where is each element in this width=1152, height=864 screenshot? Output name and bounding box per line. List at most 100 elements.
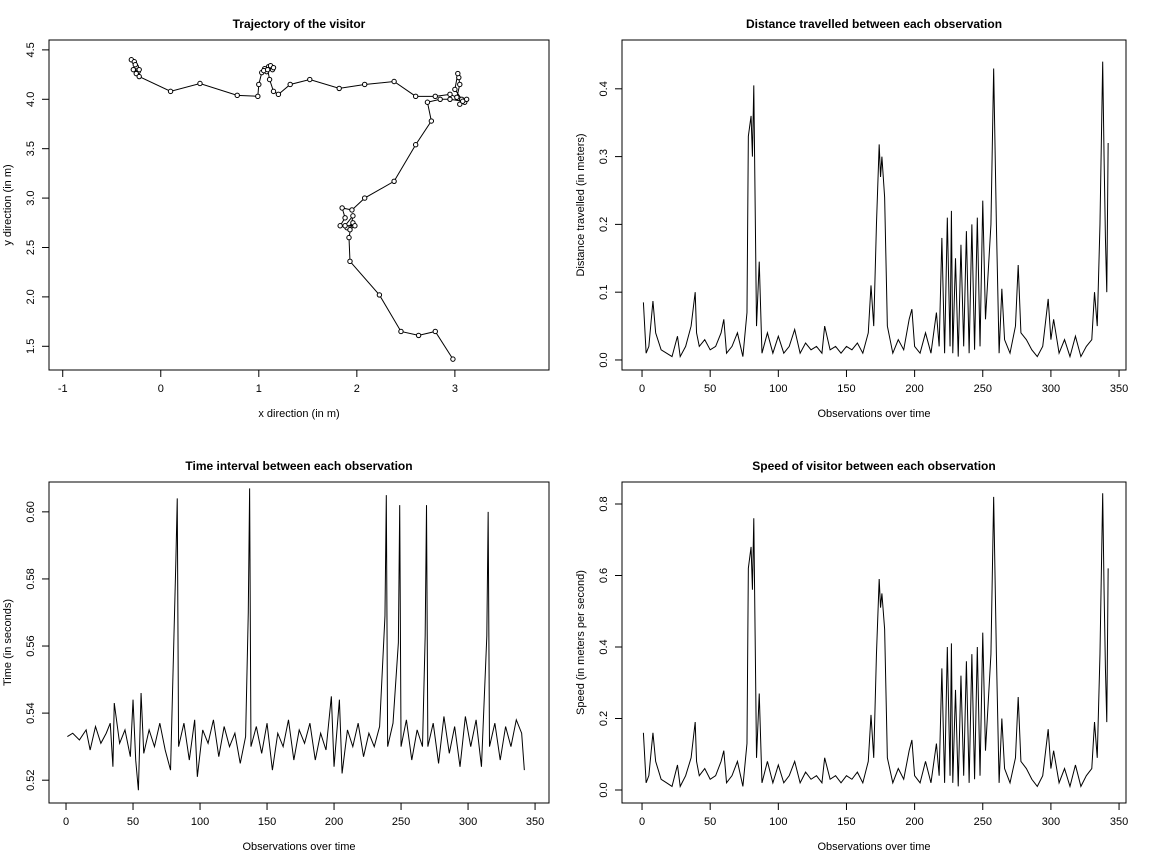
data-point [275,91,282,98]
data-point [264,66,271,73]
data-point [347,258,353,265]
y-tick-label: 0.54 [25,702,37,723]
data-point [337,223,343,229]
x-tick-label: 150 [837,383,855,395]
data-point [432,328,438,335]
data-point [454,94,460,101]
x-tick-label: 200 [325,816,343,828]
data-point [349,207,355,213]
x-tick-label: 300 [1042,816,1060,828]
chart-title: Trajectory of the visitor [233,17,366,31]
x-axis-label: Observations over time [817,841,930,853]
data-point [307,76,313,83]
y-tick-label: 0.3 [598,149,610,164]
data-point [255,93,261,100]
x-tick-label: 350 [1110,383,1128,395]
x-tick-label: 350 [1110,816,1128,828]
data-line [67,488,525,791]
data-point [350,213,356,219]
y-tick-label: 0.60 [25,501,37,522]
x-tick-label: 50 [704,383,716,395]
data-point [197,80,203,87]
data-point [455,70,461,77]
x-tick-label: 200 [905,816,923,828]
y-tick-label: 4.0 [25,92,37,107]
data-point [270,64,277,71]
y-axis-label: y direction (in m) [2,164,14,245]
data-point [361,195,368,201]
data-point [391,78,397,85]
data-point [447,96,453,102]
y-tick-label: 2.0 [25,289,37,304]
y-tick-label: 4.5 [25,42,37,57]
data-point [266,76,273,83]
y-tick-label: 2.5 [25,240,37,255]
data-point [352,223,358,229]
x-tick-label: 0 [63,816,69,828]
data-point [270,88,277,95]
data-point [452,86,458,93]
data-point [347,227,353,233]
data-point [234,92,240,99]
data-point [412,93,419,100]
x-tick-label: 1 [256,383,262,395]
y-axis-label: Distance travelled (in meters) [575,133,587,276]
data-point [398,328,404,335]
y-tick-label: 0.2 [598,711,610,726]
data-point [424,99,431,105]
y-tick-label: 3.5 [25,141,37,156]
data-point [339,205,345,211]
chart-title: Speed of visitor between each observatio… [752,459,995,473]
x-tick-label: 100 [191,816,209,828]
x-tick-label: 0 [158,383,164,395]
data-point [447,91,453,98]
y-tick-label: 3.0 [25,190,37,205]
data-point [460,98,466,104]
y-axis-label: Speed (in meters per second) [575,570,587,715]
data-point [136,66,142,73]
data-point [167,88,174,95]
x-tick-label: 250 [392,816,410,828]
x-tick-label: 2 [354,383,360,395]
data-point [437,96,443,102]
plot-frame [48,481,550,804]
x-axis-label: x direction (in m) [258,408,339,420]
x-tick-label: 3 [452,383,458,395]
x-tick-label: 100 [769,816,787,828]
y-tick-label: 1.5 [25,339,37,354]
x-tick-label: 50 [127,816,139,828]
data-point [256,81,262,88]
x-tick-label: 150 [837,816,855,828]
y-tick-label: 0.2 [598,217,610,232]
data-point [342,215,348,221]
chart-title: Time interval between each observation [185,459,412,473]
data-point [136,73,142,80]
data-line [642,493,1109,789]
data-point [132,62,138,68]
data-point [415,332,422,339]
data-point [412,142,419,148]
y-tick-label: 0.6 [598,568,610,583]
x-tick-label: 350 [526,816,544,828]
y-tick-label: 0.4 [598,639,610,654]
data-line [131,59,467,360]
y-tick-label: 0.1 [598,285,610,300]
x-tick-label: 0 [639,816,645,828]
x-tick-label: 100 [769,383,787,395]
y-tick-label: 0.0 [598,352,610,367]
y-tick-label: 0.4 [598,81,610,96]
data-point [391,178,397,184]
x-tick-label: 250 [974,816,992,828]
x-tick-label: 0 [639,383,645,395]
x-axis-label: Observations over time [242,841,355,853]
data-point [346,234,352,241]
x-tick-label: 300 [459,816,477,828]
y-tick-label: 0.58 [25,568,37,589]
chart-title: Distance travelled between each observat… [746,17,1002,31]
x-tick-label: -1 [58,383,68,395]
data-point [432,93,438,100]
data-point [342,223,348,229]
data-point [457,81,463,88]
y-tick-label: 0.0 [598,782,610,797]
